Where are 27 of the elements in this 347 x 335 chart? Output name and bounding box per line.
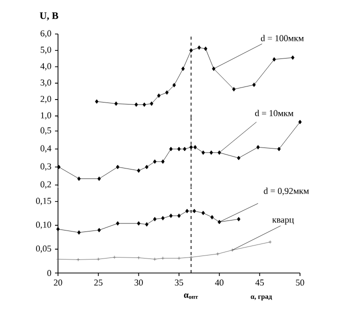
x-tick-label: 50 [296, 280, 304, 286]
ref-line-label: α$_{опт}$ [184, 294, 198, 299]
y-tick-label: 0,05 [36, 245, 52, 253]
x-tick-label: 25 [94, 280, 102, 286]
y-tick-label: 0,5 [40, 127, 52, 135]
y-tick-label: 4,0 [40, 63, 52, 70]
x-tick-label: 20 [54, 280, 62, 286]
series-label: кварц [272, 218, 294, 225]
text: d = 100мкм [260, 34, 304, 42]
series-label: d = 10мкм [255, 110, 294, 116]
y-tick-label: 1,0 [41, 112, 52, 120]
text: d = 0,92мкм [264, 188, 309, 196]
x-tick-label: 35 [174, 280, 184, 286]
y-tick-label: 0,3 [40, 163, 52, 171]
y-tick-label: 3,0 [40, 79, 52, 87]
y-axis-title: U, В [40, 12, 58, 20]
y-tick-label: 0,2 [40, 181, 51, 189]
y-tick-label: 0,10 [36, 222, 52, 230]
y-tick-label: 0,4 [40, 145, 52, 153]
x-tick-label: 45 [255, 280, 264, 286]
y-tick-label: 0 [47, 270, 52, 276]
y-tick-label: 5,0 [40, 46, 52, 54]
y-tick-label: 0,15 [36, 198, 52, 206]
x-tick-label: 30 [134, 280, 143, 286]
y-tick-label: 6,0 [40, 30, 52, 38]
x-tick-label: 40 [215, 280, 224, 286]
y-tick-label: 2,0 [40, 96, 52, 104]
